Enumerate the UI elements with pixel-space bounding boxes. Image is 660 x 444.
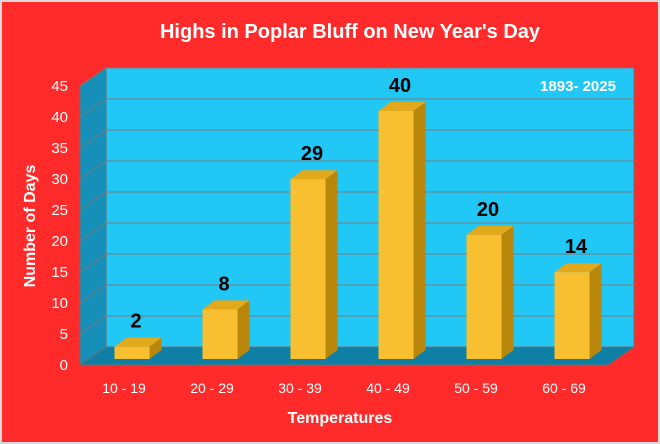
gridline: [79, 67, 634, 87]
bar-front: [202, 309, 238, 359]
y-tick-label: 45: [51, 78, 68, 95]
y-tick-label: 5: [60, 326, 68, 343]
y-tick-label: 0: [60, 357, 68, 374]
plot-floor: [78, 346, 636, 366]
x-axis-label: Temperatures: [288, 410, 393, 427]
data-label: 40: [389, 75, 411, 97]
bar-front: [378, 111, 414, 359]
y-tick-label: 30: [51, 171, 68, 188]
y-tick-label: 25: [51, 202, 68, 219]
bar: [378, 102, 426, 359]
bar-side: [589, 263, 602, 359]
bar-top: [114, 337, 162, 347]
y-tick-label: 15: [51, 264, 68, 281]
x-tick-label: 20 - 29: [190, 380, 234, 396]
bar-front: [554, 272, 590, 359]
data-label: 29: [301, 143, 323, 165]
gridline: [79, 191, 634, 211]
gridline: [79, 315, 634, 335]
bar-top: [290, 170, 338, 180]
bar-top: [466, 226, 514, 235]
bar: [554, 263, 602, 359]
x-tick-label: 10 - 19: [102, 380, 146, 396]
data-label: 20: [477, 199, 499, 221]
chart-title: Highs in Poplar Bluff on New Year's Day: [160, 21, 541, 43]
data-label: 2: [130, 311, 141, 333]
x-tick-label: 60 - 69: [542, 380, 586, 396]
bar-side: [501, 226, 514, 359]
bar-side: [237, 300, 250, 359]
data-label: 8: [218, 273, 229, 295]
x-tick-label: 40 - 49: [366, 380, 410, 396]
gridline: [79, 284, 634, 304]
x-tick-label: 50 - 59: [454, 380, 498, 396]
bar-side: [325, 170, 338, 359]
bar-front: [466, 235, 502, 359]
y-tick-label: 10: [51, 295, 68, 312]
bar-front: [290, 179, 326, 359]
gridline: [79, 253, 634, 273]
bar-top: [378, 102, 426, 111]
data-label: 14: [565, 236, 588, 258]
plot-side-wall: [79, 67, 107, 366]
gridline: [79, 160, 634, 180]
bar: [114, 337, 162, 359]
gridline: [79, 129, 634, 149]
bar-top: [202, 300, 250, 310]
gridline: [79, 222, 634, 242]
bar-front: [114, 346, 150, 359]
gridline: [79, 98, 634, 118]
chart-annotation: 1893- 2025: [540, 78, 616, 95]
bar-side: [413, 102, 426, 359]
bar: [290, 170, 338, 359]
bar-top: [554, 263, 602, 273]
bar-side: [149, 337, 162, 359]
y-tick-label: 20: [51, 233, 68, 250]
bar: [202, 300, 250, 359]
y-axis-label: Number of Days: [22, 165, 39, 288]
x-tick-label: 30 - 39: [278, 380, 322, 396]
bar: [466, 226, 514, 359]
y-tick-label: 40: [51, 109, 68, 126]
y-tick-label: 35: [51, 140, 68, 157]
